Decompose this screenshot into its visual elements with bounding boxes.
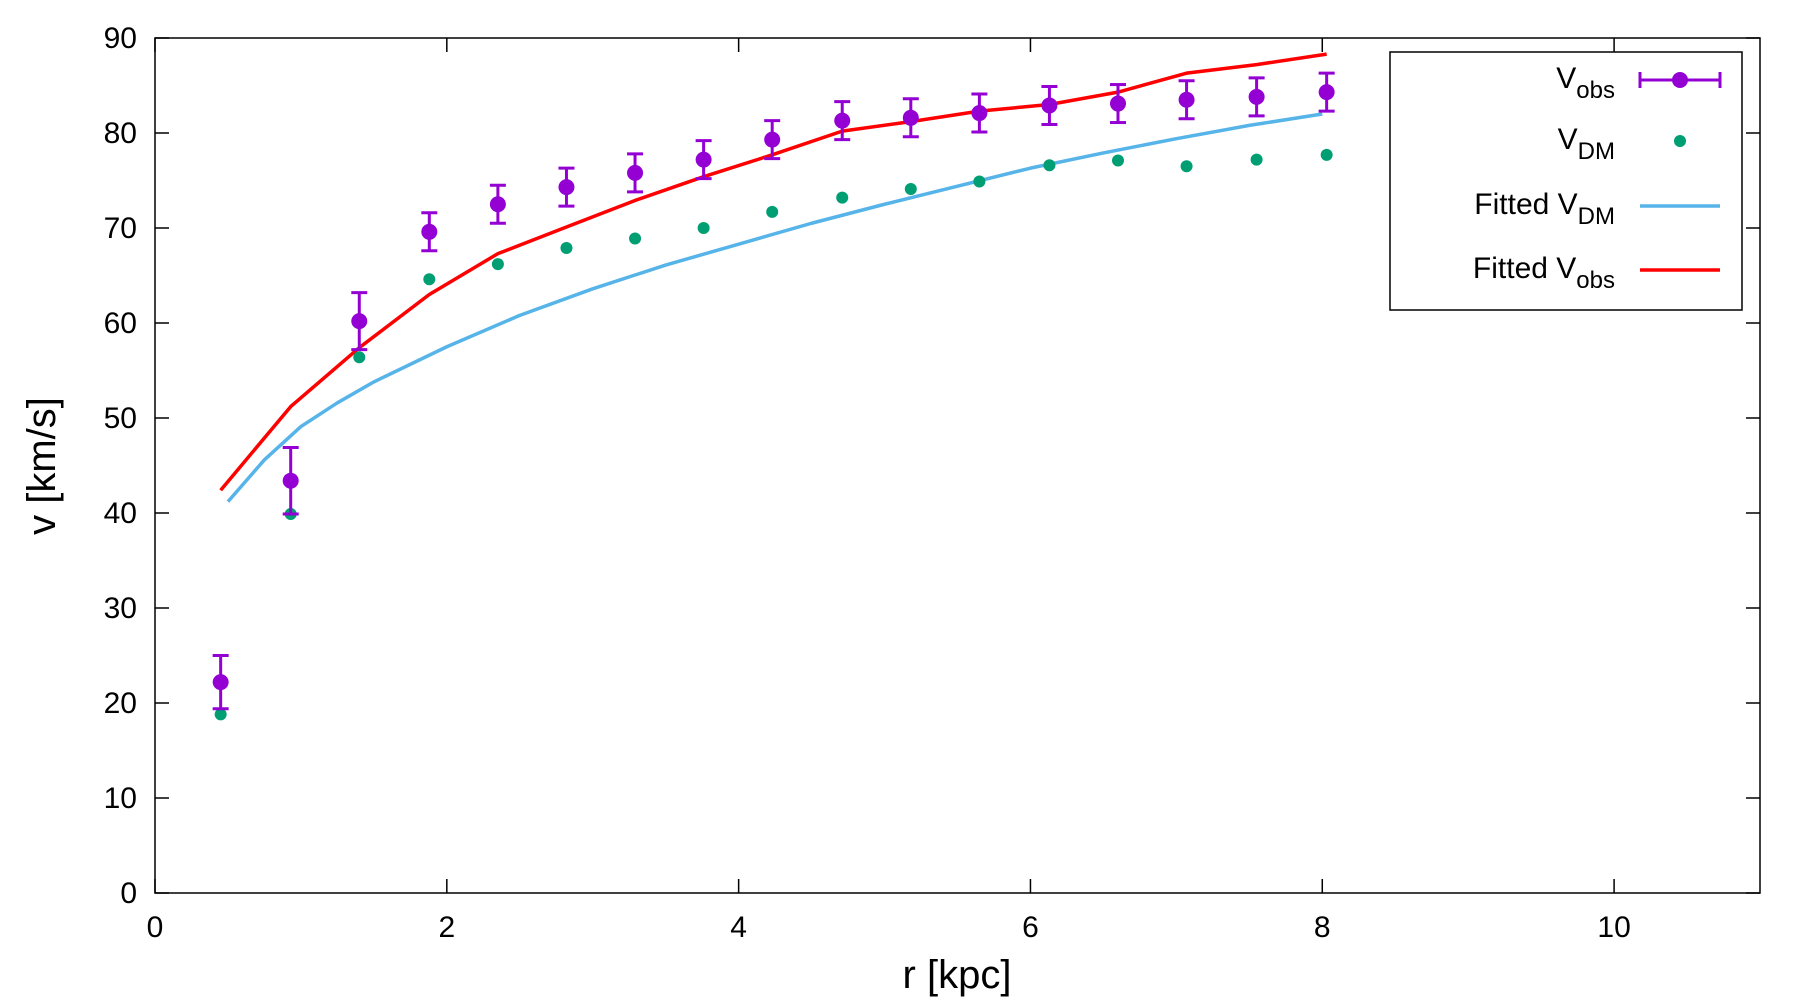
data-point: [902, 109, 919, 126]
legend-label: Fitted Vobs: [1473, 252, 1615, 294]
x-axis-label: r [kpc]: [903, 953, 1012, 997]
data-point: [560, 241, 573, 254]
series-fitted-vdm: [226, 112, 1323, 503]
data-point: [489, 196, 506, 213]
data-point: [212, 674, 229, 691]
legend-entries: Vobs VDM Fitted VDM Fitted Vobs: [1473, 62, 1722, 294]
legend-entry-fitted-vobs: Fitted Vobs: [1473, 252, 1720, 294]
legend-entry-vdm: VDM: [1558, 123, 1686, 165]
x-tick-label: 6: [1022, 911, 1039, 944]
y-tick-label: 60: [104, 307, 137, 340]
data-point: [904, 183, 917, 196]
data-point: [282, 472, 299, 489]
data-point: [1250, 153, 1263, 166]
y-axis-label: v [km/s]: [20, 397, 64, 535]
data-point: [973, 175, 986, 188]
data-point: [1318, 84, 1335, 101]
legend-label: Vobs: [1556, 62, 1615, 104]
data-point: [766, 205, 779, 218]
series-vobs: [212, 71, 1335, 711]
series-vdm: [214, 148, 1333, 721]
data-point: [353, 351, 366, 364]
data-point: [1320, 148, 1333, 161]
legend-label: Fitted VDM: [1474, 188, 1615, 230]
x-tick-label: 8: [1314, 911, 1331, 944]
data-point: [627, 164, 644, 181]
data-point: [836, 191, 849, 204]
data-point: [695, 151, 712, 168]
data-point: [1112, 154, 1124, 167]
data-point: [764, 131, 781, 148]
data-point: [558, 179, 575, 196]
y-tick-label: 30: [104, 592, 137, 625]
data-point: [1180, 160, 1193, 173]
legend-swatch: [1674, 135, 1686, 147]
data-point: [1041, 97, 1058, 114]
data-point: [491, 258, 504, 271]
fit-line: [226, 112, 1323, 503]
legend-label: VDM: [1558, 123, 1615, 165]
data-point: [1248, 88, 1265, 105]
data-point: [1110, 95, 1126, 112]
x-tick-label: 4: [730, 911, 747, 944]
data-point: [1178, 91, 1195, 108]
legend-box: [1389, 51, 1743, 311]
data-point: [834, 112, 851, 129]
data-point: [971, 105, 988, 122]
y-tick-label: 70: [104, 212, 137, 245]
legend-entry-fitted-vdm: Fitted VDM: [1474, 188, 1720, 230]
data-point: [1043, 159, 1056, 172]
data-point: [423, 273, 436, 286]
x-tick-label: 10: [1597, 911, 1630, 944]
data-point: [214, 708, 227, 721]
y-tick-label: 10: [104, 782, 137, 815]
data-point: [421, 223, 438, 240]
series-layer: [212, 52, 1335, 721]
legend-entry-vobs: Vobs: [1556, 62, 1722, 104]
x-tick-labels: 0 2 4 6 8 10: [147, 911, 1631, 944]
y-tick-label: 0: [120, 877, 137, 910]
x-tick-label: 2: [438, 911, 455, 944]
data-point: [697, 222, 710, 234]
y-tick-label: 50: [104, 402, 137, 435]
data-point: [629, 232, 642, 245]
y-tick-label: 90: [104, 22, 137, 55]
plot-frame: [154, 37, 1761, 894]
x-tick-label: 0: [147, 911, 164, 944]
legend-marker: [1672, 72, 1688, 88]
y-tick-labels: 0 10 20 30 40 50 60 70 80 90: [104, 22, 137, 910]
data-point: [351, 313, 368, 330]
legend: Vobs VDM Fitted VDM Fitted Vobs: [1389, 51, 1743, 311]
y-tick-label: 20: [104, 687, 137, 720]
y-tick-label: 40: [104, 497, 137, 530]
axis-ticks: [154, 37, 1760, 894]
y-tick-label: 80: [104, 117, 137, 150]
